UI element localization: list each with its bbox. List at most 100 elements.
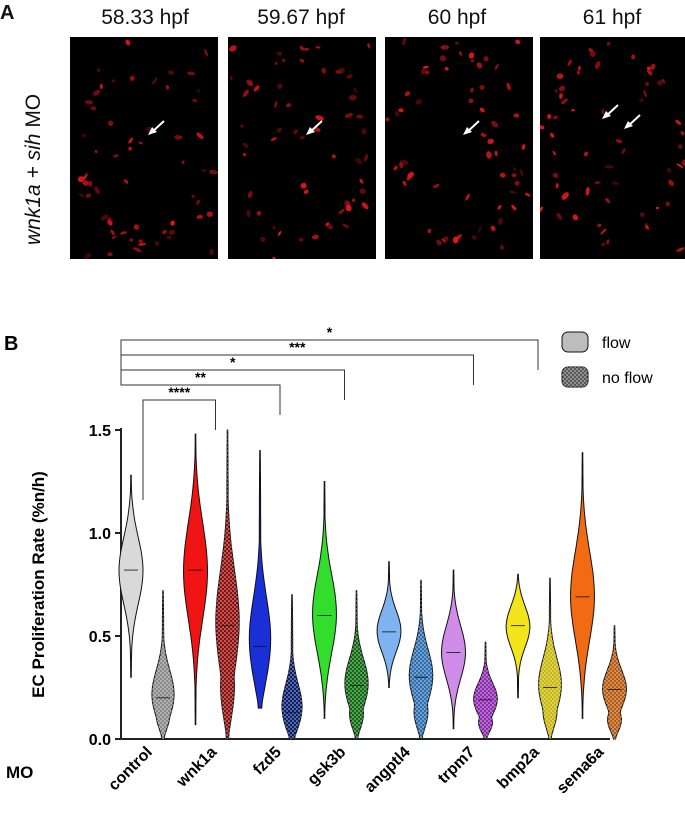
nucleus [272,256,276,259]
nucleus [678,144,683,149]
micrograph-2 [228,37,376,259]
nucleus [82,180,89,186]
x-tick-label: fzd5 [250,744,285,779]
nucleus [422,65,429,69]
nucleus [465,193,470,201]
nucleus [170,220,175,226]
nucleus [353,88,358,93]
nucleus [181,160,185,165]
nucleus [470,59,475,63]
arrow-marker [148,120,165,135]
nucleus [394,111,400,117]
arrow-marker [602,104,619,119]
nucleus [621,148,626,155]
nucleus [359,188,366,195]
nucleus [402,37,407,46]
nucleus [497,217,503,226]
nucleus [97,68,101,72]
nucleus [256,211,262,216]
nucleus [515,39,521,45]
violin-bmp2a-flow [505,573,531,699]
nucleus [680,130,685,136]
nucleus [196,214,204,219]
y-tick-label: 0.0 [89,732,111,749]
x-axis-labels: control wnk1a fzd5 gsk3b angptl4 trpm7 bmp2a se… [6,744,607,798]
nucleus [209,249,214,255]
violin-gsk3b-noflow [344,590,369,740]
nucleus [639,212,645,218]
nucleus [138,141,144,145]
nucleus [83,253,92,259]
nucleus [276,127,282,133]
nucleus [494,63,499,70]
nucleus [666,168,672,173]
timepoint-label-4: 61 hpf [582,6,642,29]
nucleus [107,252,113,257]
nucleus [468,52,475,59]
micrograph-4-image [540,41,685,252]
nucleus [682,159,685,166]
nucleus [508,190,517,194]
nucleus [385,117,390,122]
nucleus [427,228,432,234]
micrograph-3 [385,37,533,259]
nucleus [601,108,605,115]
nucleus [594,181,601,184]
nucleus [588,48,594,53]
nucleus [556,212,563,220]
x-tick-label: control [105,744,155,794]
nucleus [352,198,356,203]
nucleus [471,235,477,240]
nucleus [513,113,520,118]
x-tick-label: angptl4 [362,744,414,796]
panel-b-letter: B [4,333,18,355]
nucleus [361,202,369,210]
nucleus [491,120,499,128]
nucleus [133,224,140,230]
violin-bmp2a-noflow [538,577,562,740]
nucleus [342,223,350,229]
nucleus [276,51,283,56]
nucleus [399,162,404,169]
significance-label: **** [168,384,190,400]
violin-control-flow [118,474,144,678]
nucleus [108,120,114,126]
nucleus [552,150,556,156]
nucleus [393,165,398,171]
legend-label: flow [602,335,631,352]
nucleus [611,181,620,186]
arrow-marker [463,120,480,135]
violin-angptl4-flow [376,561,402,688]
x-axis-label: MO [6,763,33,782]
nucleus [606,41,611,46]
nucleus [402,180,407,187]
nucleus [487,138,494,145]
nucleus [665,201,670,207]
nucleus [94,149,98,154]
nucleus [298,237,304,242]
nucleus [600,228,607,235]
significance-bracket: ** [120,369,281,415]
nucleus [415,99,422,105]
micrograph-3-image [385,37,531,250]
nucleus [85,193,92,198]
nucleus [191,194,195,199]
nucleus [299,135,306,140]
nucleus [274,100,278,108]
significance-brackets: *********** [120,324,539,500]
nucleus [77,176,84,183]
nucleus [655,206,660,210]
nucleus [260,236,266,242]
nucleus [483,56,489,62]
nucleus [242,89,249,98]
nucleus [441,238,446,243]
nucleus [604,165,614,169]
nucleus [299,58,305,63]
nucleus [511,173,517,178]
nucleus [577,65,581,71]
nucleus [276,83,283,90]
nucleus [246,79,254,87]
nucleus [364,154,369,162]
nucleus [338,208,345,215]
